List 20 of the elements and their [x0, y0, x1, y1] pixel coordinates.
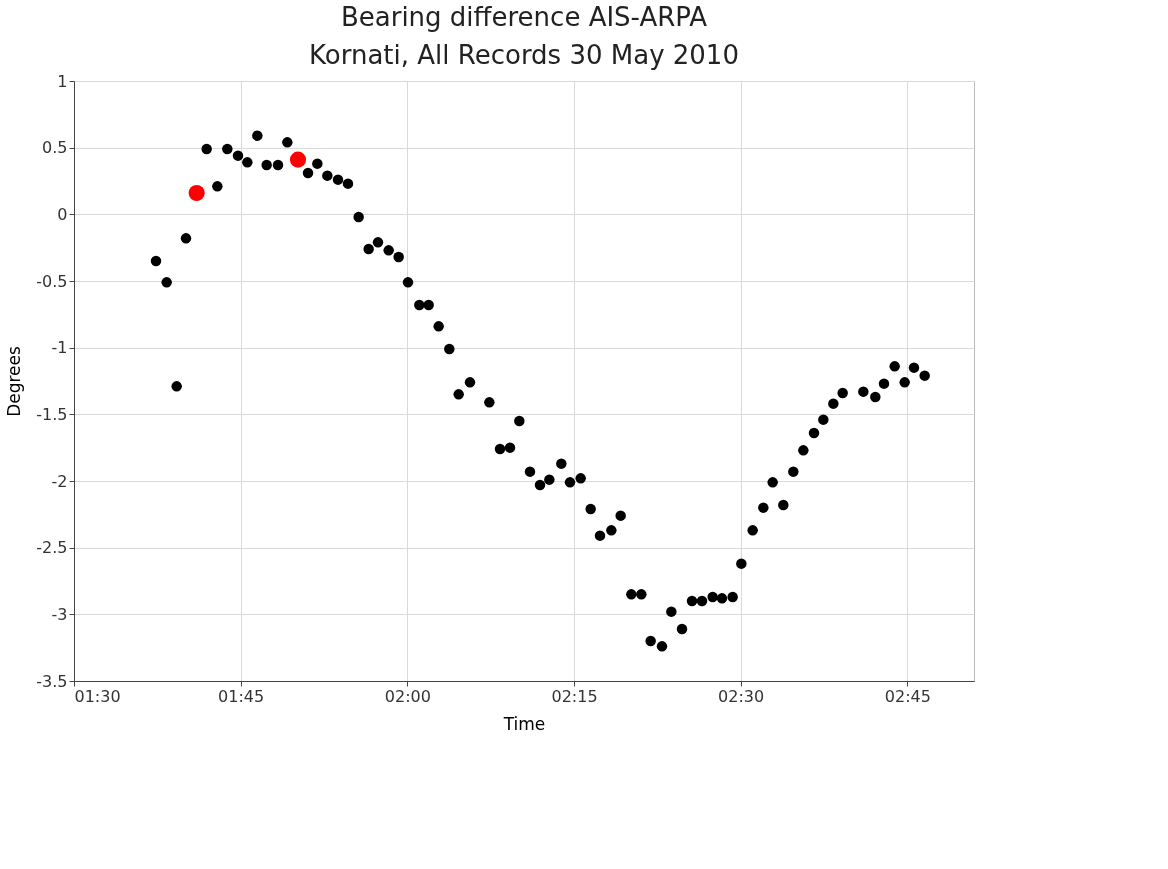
y-tick-label: -3.5 [36, 671, 68, 691]
x-tick-label: 02:30 [718, 686, 765, 706]
chart-title: Bearing difference AIS-ARPA [340, 2, 708, 32]
x-tick-label: 02:00 [384, 686, 431, 706]
y-tick-label: -2 [51, 471, 68, 491]
y-tick-label: 1 [57, 71, 68, 91]
x-tick-label: 02:45 [884, 686, 931, 706]
y-tick-label: -1 [51, 338, 68, 358]
x-tick-label: 02:15 [551, 686, 598, 706]
y-tick-label: -3 [51, 604, 68, 624]
x-tick-label: 01:30 [74, 686, 121, 706]
y-tick-label: -2.5 [36, 538, 68, 558]
y-tick-label: -1.5 [36, 404, 68, 424]
y-tick-label: 0.5 [42, 138, 68, 158]
y-tick-label: -0.5 [36, 271, 68, 291]
x-tick-label: 01:45 [218, 686, 265, 706]
x-axis-title: Time [502, 713, 546, 734]
y-axis-title: Degrees [4, 345, 25, 417]
chart-subtitle: Kornati, All Records 30 May 2010 [309, 40, 739, 70]
y-tick-label: 0 [57, 204, 68, 224]
